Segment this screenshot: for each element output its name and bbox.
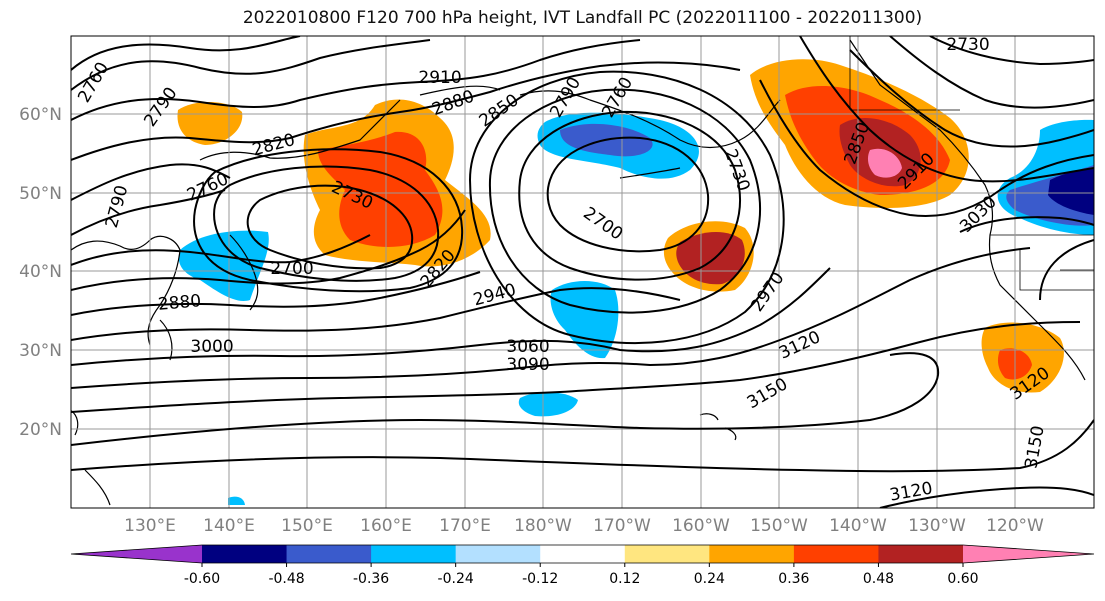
colorbar-segment [540, 545, 626, 563]
boundaries [849, 36, 1094, 291]
lon-label: 170°E [439, 516, 491, 536]
lat-labels: 60°N 50°N 40°N 30°N 20°N [19, 105, 62, 440]
colorbar-extension-low [71, 545, 202, 563]
lon-label: 130°W [908, 516, 966, 536]
contour-label: 3000 [190, 337, 233, 357]
lat-label: 20°N [19, 420, 62, 440]
contour-label: 2880 [157, 291, 202, 315]
lat-label: 50°N [19, 184, 62, 204]
lon-label: 150°W [750, 516, 808, 536]
lon-label: 180°W [514, 516, 572, 536]
colorbar-tick-label: 0.48 [863, 571, 894, 587]
lon-labels: 130°E 140°E 150°E 160°E 170°E 180°W 170°… [124, 516, 1044, 536]
colorbar-segment [878, 545, 964, 563]
lon-label: 170°W [593, 516, 651, 536]
colorbar-tick-label: -0.36 [353, 571, 389, 587]
lon-label: 160°E [360, 516, 412, 536]
contour-label: 2700 [270, 259, 313, 279]
lon-label: 150°E [281, 516, 333, 536]
colorbar-tick-label: -0.12 [522, 571, 558, 587]
colorbar-segment [709, 545, 795, 563]
coastlines [71, 39, 1086, 506]
lon-label: 140°W [829, 516, 887, 536]
colorbar-segment [286, 545, 372, 563]
colorbar: -0.60 -0.48 -0.36 -0.24 -0.12 0.12 0.24 0.36 0.4… [70, 544, 1095, 587]
lon-label: 160°W [672, 516, 730, 536]
colorbar-tick-label: 0.60 [947, 571, 978, 587]
map-title: 2022010800 F120 700 hPa height, IVT Land… [242, 8, 923, 28]
lat-label: 40°N [19, 262, 62, 282]
contour-label: 3090 [506, 355, 549, 375]
map-border [70, 35, 1095, 509]
colorbar-ticks: -0.60 -0.48 -0.36 -0.24 -0.12 0.12 0.24 0.36 0.4… [184, 563, 979, 587]
colorbar-tick-label: -0.24 [438, 571, 474, 587]
colorbar-tick-label: 0.36 [778, 571, 809, 587]
colorbar-segment [624, 545, 710, 563]
contour-label: 2730 [946, 35, 989, 55]
colorbar-segments [70, 544, 1095, 564]
lon-label: 120°W [986, 516, 1044, 536]
lon-label: 140°E [203, 516, 255, 536]
negative-anomaly-shading [178, 112, 1094, 505]
colorbar-tick-label: 0.12 [609, 571, 640, 587]
height-contours [71, 36, 1094, 508]
contour-label: 2910 [418, 68, 461, 88]
colorbar-segment [202, 545, 288, 563]
colorbar-segment [793, 545, 879, 563]
lat-label: 30°N [19, 341, 62, 361]
colorbar-extension-high [963, 545, 1094, 563]
colorbar-segment [371, 545, 457, 563]
colorbar-segment [455, 545, 541, 563]
colorbar-tick-label: -0.48 [268, 571, 304, 587]
colorbar-tick-label: -0.60 [184, 571, 220, 587]
colorbar-tick-label: 0.24 [694, 571, 725, 587]
contour-label: 3060 [506, 337, 549, 357]
lon-label: 130°E [124, 516, 176, 536]
lat-label: 60°N [19, 105, 62, 125]
